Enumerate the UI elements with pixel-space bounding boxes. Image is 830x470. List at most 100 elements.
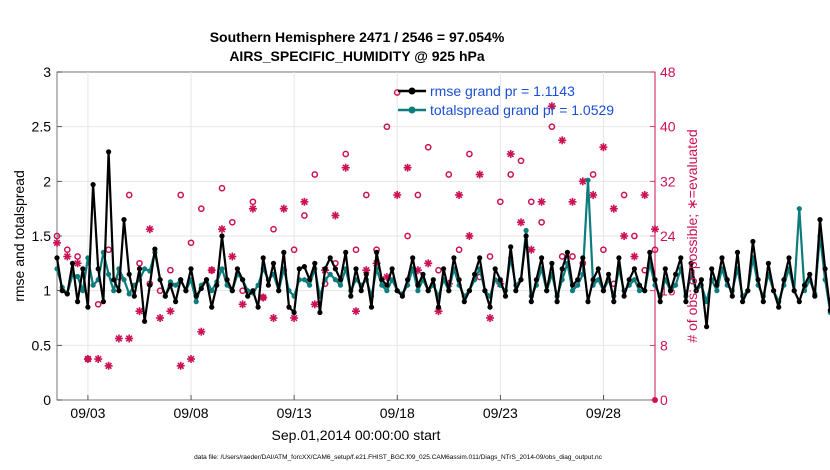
rmse-point	[188, 266, 194, 272]
y-left-tick-label: 0	[43, 392, 51, 408]
x-axis-label: Sep.01,2014 00:00:00 start	[272, 427, 441, 443]
obs-evaluated-point	[424, 259, 433, 268]
obs-possible-point	[404, 232, 411, 240]
y-left-tick-label: 1.5	[32, 228, 52, 244]
rmse-point	[219, 233, 225, 239]
rmse-point	[508, 244, 514, 250]
obs-possible-point	[177, 191, 185, 199]
obs-possible-point	[311, 171, 319, 178]
rmse-point	[111, 277, 117, 283]
rmse-point	[781, 277, 787, 283]
obs-possible-point	[558, 253, 566, 260]
rmse-point	[95, 266, 101, 272]
rmse-point	[451, 255, 457, 261]
obs-evaluated-stroke	[74, 259, 81, 267]
obs-evaluated-stroke	[270, 314, 277, 322]
rmse-point	[652, 277, 658, 283]
totalspread-point	[631, 277, 638, 283]
rmse-point	[745, 288, 751, 294]
obs-possible-point	[651, 246, 659, 254]
rmse-point	[203, 277, 210, 283]
footnote: data file: /Users/raeder/DAI/ATM_forcXX/…	[194, 454, 603, 461]
obs-evaluated-stroke	[290, 314, 298, 322]
rmse-point	[704, 324, 710, 330]
chart-title-line1: Southern Hemisphere 2471 / 2546 = 97.054…	[210, 29, 505, 45]
totalspread-point	[111, 288, 117, 294]
obs-evaluated-stroke	[569, 198, 576, 206]
rmse-point	[229, 288, 235, 294]
y-right-tick-label: 32	[660, 173, 676, 189]
totalspread-point	[106, 271, 112, 277]
totalspread-point	[569, 288, 576, 294]
obs-evaluated-point	[537, 197, 546, 206]
rmse-point	[709, 266, 715, 272]
obs-evaluated-point	[568, 197, 577, 206]
obs-possible-point	[63, 246, 71, 254]
totalspread-point	[337, 282, 344, 288]
obs-evaluated-stroke	[197, 328, 205, 336]
rmse-point	[600, 288, 607, 294]
rmse-point	[332, 266, 338, 272]
totalspread-point	[796, 206, 802, 212]
rmse-point	[446, 288, 452, 294]
obs-evaluated-point	[527, 245, 536, 254]
rmse-point	[626, 277, 632, 283]
x-tick-label: 09/03	[70, 405, 105, 421]
obs-evaluated-stroke	[259, 294, 267, 301]
rmse-point	[585, 299, 591, 305]
obs-evaluated-point	[651, 225, 659, 234]
rmse-point	[698, 277, 705, 283]
rmse-point	[513, 288, 519, 294]
totalspread-point	[384, 288, 390, 294]
rmse-point	[497, 277, 503, 283]
rmse-point	[69, 260, 76, 266]
obs-evaluated-point	[609, 204, 618, 213]
obs-evaluated-point	[290, 314, 299, 322]
obs-possible-point	[414, 191, 422, 199]
obs-possible-point	[466, 150, 473, 158]
rmse-point	[245, 293, 251, 299]
y-axis-label-right: # of obs: o=possible; ∗=evaluated	[684, 129, 700, 342]
obs-possible-point	[53, 232, 61, 240]
obs-possible-point	[589, 171, 597, 178]
rmse-point	[791, 288, 797, 294]
rmse-point	[90, 182, 96, 188]
obs-evaluated-point	[547, 102, 556, 111]
obs-evaluated-point	[166, 307, 175, 316]
obs-evaluated-stroke	[311, 300, 319, 308]
rmse-point	[152, 246, 158, 252]
obs-possible-point	[270, 225, 277, 233]
rmse-point	[399, 293, 405, 299]
rmse-point	[276, 288, 282, 294]
rmse-point	[590, 277, 596, 283]
obs-evaluated-point	[331, 211, 340, 220]
rmse-point	[209, 304, 215, 310]
obs-evaluated-stroke	[527, 246, 535, 254]
obs-evaluated-point	[558, 136, 567, 145]
rmse-point	[544, 288, 550, 294]
totalspread-point	[523, 227, 529, 234]
rmse-point	[193, 293, 199, 299]
obs-possible-point	[197, 205, 205, 213]
rmse-point	[147, 282, 153, 288]
y-right-tick-label: 40	[660, 119, 676, 135]
obs-evaluated-point	[259, 293, 268, 302]
obs-evaluated-stroke	[548, 102, 556, 110]
totalspread-point	[585, 177, 591, 183]
rmse-point	[106, 149, 112, 155]
obs-possible-point	[569, 253, 576, 260]
totalspread-point	[415, 288, 421, 294]
obs-evaluated-point	[207, 266, 216, 275]
obs-evaluated-point	[125, 334, 134, 343]
rmse-point	[518, 277, 524, 283]
rmse-point	[425, 288, 431, 294]
obs-evaluated-stroke	[177, 362, 185, 370]
rmse-point	[595, 266, 601, 272]
rmse-point	[358, 288, 364, 294]
totalspread-point	[219, 266, 225, 272]
rmse-point	[100, 299, 106, 305]
totalspread-point	[209, 288, 215, 294]
obs-evaluated-stroke	[362, 266, 370, 274]
legend-spread-marker	[408, 106, 416, 114]
